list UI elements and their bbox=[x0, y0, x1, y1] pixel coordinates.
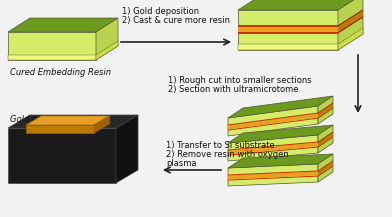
Polygon shape bbox=[228, 141, 318, 151]
Polygon shape bbox=[228, 135, 318, 161]
Text: 2) Section with ultramicrotome: 2) Section with ultramicrotome bbox=[168, 85, 298, 94]
Polygon shape bbox=[238, 0, 363, 10]
Polygon shape bbox=[26, 125, 94, 133]
Polygon shape bbox=[228, 154, 333, 168]
Polygon shape bbox=[238, 10, 338, 50]
Text: 1) Gold deposition: 1) Gold deposition bbox=[122, 7, 199, 16]
Polygon shape bbox=[228, 172, 318, 179]
Polygon shape bbox=[96, 41, 118, 60]
Polygon shape bbox=[318, 96, 333, 124]
Polygon shape bbox=[238, 27, 338, 32]
Polygon shape bbox=[318, 104, 333, 118]
Polygon shape bbox=[228, 112, 318, 126]
Polygon shape bbox=[8, 128, 116, 183]
Text: 2) Remove resin with oxygen: 2) Remove resin with oxygen bbox=[166, 150, 289, 159]
Polygon shape bbox=[228, 96, 333, 118]
Polygon shape bbox=[318, 102, 333, 113]
Polygon shape bbox=[318, 162, 333, 176]
Text: 2) Cast & cure more resin: 2) Cast & cure more resin bbox=[122, 16, 230, 25]
Text: Cured Embedding Resin: Cured Embedding Resin bbox=[10, 68, 111, 77]
Polygon shape bbox=[228, 146, 318, 156]
Polygon shape bbox=[96, 18, 118, 60]
Polygon shape bbox=[116, 115, 138, 183]
Polygon shape bbox=[338, 16, 363, 34]
Polygon shape bbox=[318, 154, 333, 182]
Polygon shape bbox=[8, 115, 138, 128]
Polygon shape bbox=[238, 44, 338, 50]
Polygon shape bbox=[228, 113, 318, 130]
Polygon shape bbox=[338, 0, 363, 50]
Polygon shape bbox=[228, 143, 318, 155]
Text: Gold nanowire on Si: Gold nanowire on Si bbox=[10, 115, 94, 124]
Polygon shape bbox=[338, 11, 363, 32]
Polygon shape bbox=[238, 32, 338, 34]
Polygon shape bbox=[318, 136, 333, 148]
Polygon shape bbox=[8, 32, 96, 60]
Polygon shape bbox=[228, 176, 318, 181]
Polygon shape bbox=[228, 164, 318, 186]
Polygon shape bbox=[94, 116, 109, 133]
Text: 1) Transfer to Si substrate: 1) Transfer to Si substrate bbox=[166, 141, 275, 150]
Polygon shape bbox=[318, 161, 333, 172]
Polygon shape bbox=[228, 106, 318, 136]
Polygon shape bbox=[318, 166, 333, 177]
Text: 1) Rough cut into smaller sections: 1) Rough cut into smaller sections bbox=[168, 76, 312, 85]
Polygon shape bbox=[338, 28, 363, 50]
Polygon shape bbox=[26, 116, 109, 125]
Polygon shape bbox=[228, 118, 318, 131]
Polygon shape bbox=[318, 133, 333, 146]
Polygon shape bbox=[228, 171, 318, 176]
Polygon shape bbox=[338, 9, 363, 27]
Polygon shape bbox=[228, 125, 333, 143]
Polygon shape bbox=[8, 55, 96, 60]
Polygon shape bbox=[318, 132, 333, 143]
Polygon shape bbox=[8, 18, 118, 32]
Text: plasma: plasma bbox=[166, 159, 196, 168]
Polygon shape bbox=[318, 107, 333, 119]
Polygon shape bbox=[238, 25, 338, 27]
Polygon shape bbox=[318, 125, 333, 153]
